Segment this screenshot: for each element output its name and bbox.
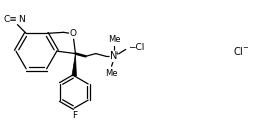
Text: Me: Me bbox=[108, 35, 120, 44]
Text: Cl$^{-}$: Cl$^{-}$ bbox=[233, 45, 249, 57]
Text: O: O bbox=[70, 29, 76, 38]
Text: N: N bbox=[18, 15, 25, 24]
Text: −Cl: −Cl bbox=[128, 43, 145, 52]
Text: +: + bbox=[114, 51, 120, 56]
Text: C≡: C≡ bbox=[3, 15, 17, 24]
Polygon shape bbox=[72, 54, 76, 76]
Text: N: N bbox=[110, 51, 118, 61]
Text: F: F bbox=[72, 111, 77, 120]
Text: Me: Me bbox=[105, 69, 118, 78]
